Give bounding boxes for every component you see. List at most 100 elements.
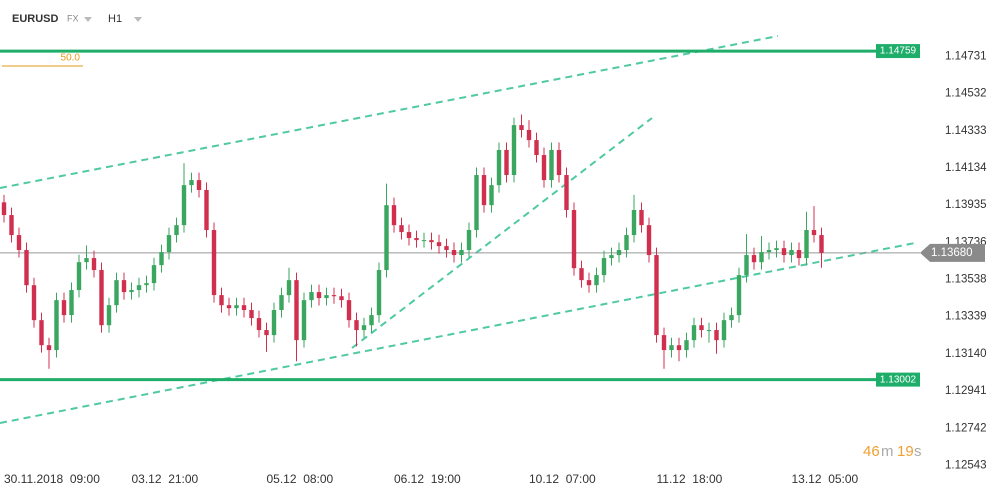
candle-body	[789, 250, 794, 256]
candle-body	[414, 238, 419, 241]
candle-body	[534, 140, 539, 156]
candle-body	[16, 235, 22, 251]
candle-body	[594, 275, 599, 286]
candle-body	[541, 155, 547, 181]
candle-body	[369, 315, 374, 326]
candle-body	[624, 235, 629, 251]
candle-body	[39, 320, 44, 346]
trend-lines	[0, 35, 916, 424]
candle-body	[301, 300, 307, 341]
candle-body	[271, 310, 277, 336]
dropdown-caret[interactable]	[84, 17, 92, 22]
x-tick-label: 10.12 07:00	[529, 472, 596, 486]
candle-body	[609, 255, 614, 259]
candle-body	[706, 330, 712, 332]
candle-body	[714, 330, 719, 341]
candle-body	[421, 240, 427, 242]
x-tick-label: 05.12 08:00	[267, 472, 334, 486]
candle-body	[699, 325, 704, 331]
candle-body	[309, 292, 314, 301]
candle-body	[616, 250, 622, 256]
candle-body	[181, 185, 187, 226]
y-tick-label: 1.13140	[945, 348, 987, 360]
candle-body	[744, 255, 749, 276]
candle-body	[324, 295, 329, 299]
candle-body	[781, 248, 787, 256]
timer: 46 m 19 s	[863, 443, 922, 460]
candle-body	[564, 175, 569, 211]
trend-line	[351, 117, 653, 349]
y-tick-label: 1.14134	[945, 162, 987, 174]
candle-body	[384, 205, 389, 271]
candle-body	[661, 335, 667, 351]
candle-body	[241, 305, 247, 311]
candle-body	[751, 255, 757, 263]
candle-body	[684, 340, 689, 351]
candle-body	[331, 295, 337, 297]
symbol[interactable]: EURUSD	[12, 13, 59, 25]
candle-body	[9, 215, 14, 236]
timer-minutes: 46	[863, 443, 880, 460]
y-tick-label: 1.12742	[945, 422, 987, 434]
candle-body	[511, 125, 517, 176]
candle-body	[286, 280, 292, 296]
candle-body	[376, 270, 382, 316]
level-label: 1.13002	[880, 374, 917, 385]
candle-body	[211, 230, 217, 296]
candle-body	[129, 290, 134, 293]
candle-body	[24, 250, 29, 286]
candle-body	[721, 320, 727, 341]
x-tick-label: 03.12 21:00	[132, 472, 199, 486]
candle-body	[121, 280, 127, 293]
y-tick-label: 1.13935	[945, 199, 987, 211]
candle-body	[766, 250, 772, 253]
indicator-label: 50.0	[61, 53, 81, 64]
candle-body	[466, 230, 472, 251]
candle-body	[256, 318, 262, 331]
candle-body	[759, 252, 764, 263]
candle-body	[136, 285, 142, 291]
candle-body	[736, 275, 742, 316]
trend-line	[0, 242, 916, 424]
timer-unit: s	[914, 443, 922, 460]
candle-body	[489, 185, 494, 206]
dropdown-caret[interactable]	[134, 17, 142, 22]
y-tick-label: 1.13339	[945, 311, 987, 323]
candle-body	[204, 190, 209, 231]
candle-body	[54, 300, 59, 351]
candle-body	[691, 325, 697, 341]
candle-body	[451, 250, 457, 256]
candle-body	[571, 210, 577, 269]
candle-body	[84, 258, 89, 263]
level-label: 1.14759	[880, 46, 917, 57]
trend-line	[0, 35, 779, 189]
timeframe[interactable]: H1	[108, 13, 122, 25]
candle-body	[174, 225, 179, 236]
candle-body	[61, 300, 67, 316]
candle-body	[99, 270, 104, 326]
candle-body	[669, 345, 674, 351]
y-tick-label: 1.14731	[945, 50, 987, 62]
y-tick-label: 1.13538	[945, 273, 987, 285]
candle-body	[91, 258, 97, 271]
market: FX	[67, 13, 79, 23]
candle-body	[114, 280, 119, 306]
candle-body	[586, 280, 592, 286]
candle-body	[459, 250, 464, 256]
y-tick-label: 1.14333	[945, 125, 987, 137]
candle-body	[294, 280, 299, 341]
candle-body	[166, 235, 172, 253]
candle-body	[429, 240, 434, 243]
candle-body	[481, 175, 487, 206]
candle-body	[729, 315, 734, 321]
candle-body	[151, 265, 157, 284]
candle-body	[646, 225, 652, 256]
candle-body	[264, 330, 269, 336]
candle-body	[819, 235, 824, 253]
candle-body	[796, 250, 802, 259]
candle-body	[504, 149, 509, 176]
candle-body	[354, 320, 359, 331]
candle-body	[804, 230, 809, 259]
candle-body	[774, 248, 779, 251]
candle-body	[219, 295, 224, 306]
